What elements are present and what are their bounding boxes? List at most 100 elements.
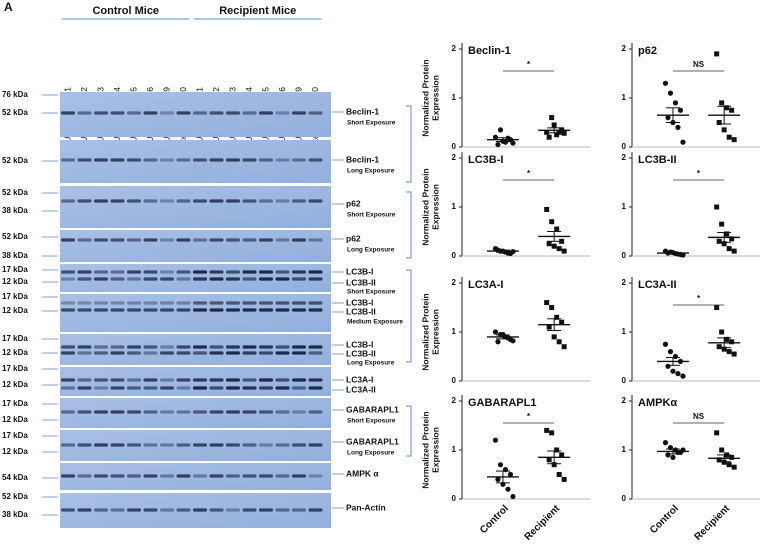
significance-label: *: [697, 169, 701, 178]
dot-plot: 0 1 2 Beclin-1 Normalized Protein Expression *: [420, 43, 590, 151]
blot-band: [160, 277, 174, 281]
blot-band: [259, 351, 273, 355]
y-tick-label: 1: [452, 445, 457, 454]
blot-band: [193, 378, 207, 382]
exposure-label: Short Exposure: [347, 120, 396, 127]
blot-band: [259, 111, 273, 115]
blot-band: [77, 270, 92, 274]
blot-band: [275, 443, 290, 447]
chart-title: Beclin-1: [468, 45, 511, 57]
dot-plot: 0 1 2 LC3B-I Normalized Protein Expression *: [420, 152, 590, 260]
blot-strip: [60, 186, 331, 228]
blot-band: [94, 474, 108, 478]
y-tick-label: 1: [622, 202, 627, 211]
blot-band: [242, 277, 257, 281]
blot-band: [143, 238, 158, 242]
protein-label: LC3B-I: [346, 266, 373, 276]
blot-band: [77, 378, 92, 382]
x-tick-label: Recipient: [693, 503, 733, 543]
data-point: [719, 100, 725, 106]
data-point: [497, 127, 504, 133]
blot-band: [94, 410, 108, 414]
blot-band: [127, 270, 141, 274]
blot-band: [193, 270, 207, 274]
kda-label: 52 kDa: [2, 108, 28, 117]
blot-band: [292, 474, 306, 478]
blot-band: [242, 443, 257, 447]
data-point: [719, 329, 725, 335]
data-point: [551, 462, 557, 468]
blot-band: [209, 270, 224, 274]
data-point: [665, 363, 671, 369]
blot-band: [259, 199, 273, 203]
blot-band: [110, 158, 125, 162]
blot-band: [176, 238, 191, 242]
blot-band: [242, 345, 257, 349]
data-point: [667, 90, 674, 96]
kda-label: 17 kDa: [2, 431, 28, 440]
blot-band: [127, 443, 141, 447]
exposure-label: Long Exposure: [347, 168, 395, 175]
blot-band: [275, 270, 290, 274]
kda-label: 12 kDa: [2, 380, 28, 389]
blot-band: [143, 443, 158, 447]
blot-band: [94, 301, 108, 305]
chart-title: LC3B-II: [638, 154, 677, 166]
y-tick-label: 1: [452, 93, 457, 102]
blot-band: [226, 386, 240, 390]
data-point: [554, 226, 560, 232]
blot-band: [127, 345, 141, 349]
blot-band: [160, 386, 174, 390]
dot-plot: 0 1 2 p62 NS: [622, 43, 760, 151]
data-point: [731, 464, 737, 470]
blot-strip: [60, 334, 331, 365]
blot-band: [127, 308, 141, 312]
blot-band: [209, 277, 224, 281]
y-tick-label: 0: [622, 251, 627, 260]
blot-band: [176, 158, 191, 162]
blot-band: [110, 270, 125, 274]
y-tick-label: 0: [452, 251, 457, 260]
data-point: [554, 447, 560, 453]
blot-band: [209, 474, 224, 478]
blot-band: [127, 158, 141, 162]
data-point: [672, 100, 679, 106]
y-axis-label: Expression: [430, 75, 440, 121]
blot-band: [242, 410, 257, 414]
blot-band: [160, 378, 174, 382]
data-point: [670, 368, 676, 374]
data-point: [677, 107, 684, 113]
data-point: [665, 452, 671, 458]
blot-band: [242, 111, 257, 115]
blot-band: [193, 351, 207, 355]
data-point: [672, 353, 679, 360]
y-tick-label: 2: [452, 44, 457, 53]
blot-band: [127, 301, 141, 305]
blot-band: [176, 474, 191, 478]
blot-band: [308, 508, 323, 512]
blot-band: [242, 308, 257, 312]
protein-label: Beclin-1: [346, 154, 379, 164]
exposure-label: Short Exposure: [347, 418, 396, 425]
blot-band: [160, 410, 174, 414]
blot-band: [61, 111, 75, 115]
blot-band: [308, 238, 323, 242]
blot-band: [61, 301, 75, 305]
y-axis-label: Normalized Protein: [420, 59, 430, 136]
blot-band: [143, 111, 158, 115]
blot-band: [143, 199, 158, 203]
chart-title: p62: [638, 45, 657, 57]
data-point: [544, 129, 550, 135]
blot-band: [259, 410, 273, 414]
data-point: [546, 241, 552, 247]
blot-band: [292, 111, 306, 115]
blot-band: [193, 443, 207, 447]
blot-band: [242, 270, 257, 274]
y-axis-label: Normalized Protein: [420, 411, 430, 488]
blot-band: [94, 351, 108, 355]
blot-band: [160, 111, 174, 115]
blot-band: [226, 474, 240, 478]
data-point: [510, 493, 516, 500]
blot-band: [77, 443, 92, 447]
dot-plot: 0 1 2 LC3A-I Normalized Protein Expression: [420, 277, 590, 385]
